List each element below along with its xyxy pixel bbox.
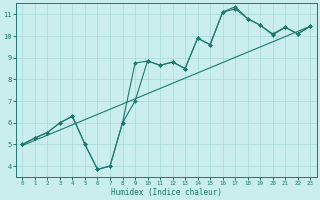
X-axis label: Humidex (Indice chaleur): Humidex (Indice chaleur) <box>111 188 222 197</box>
